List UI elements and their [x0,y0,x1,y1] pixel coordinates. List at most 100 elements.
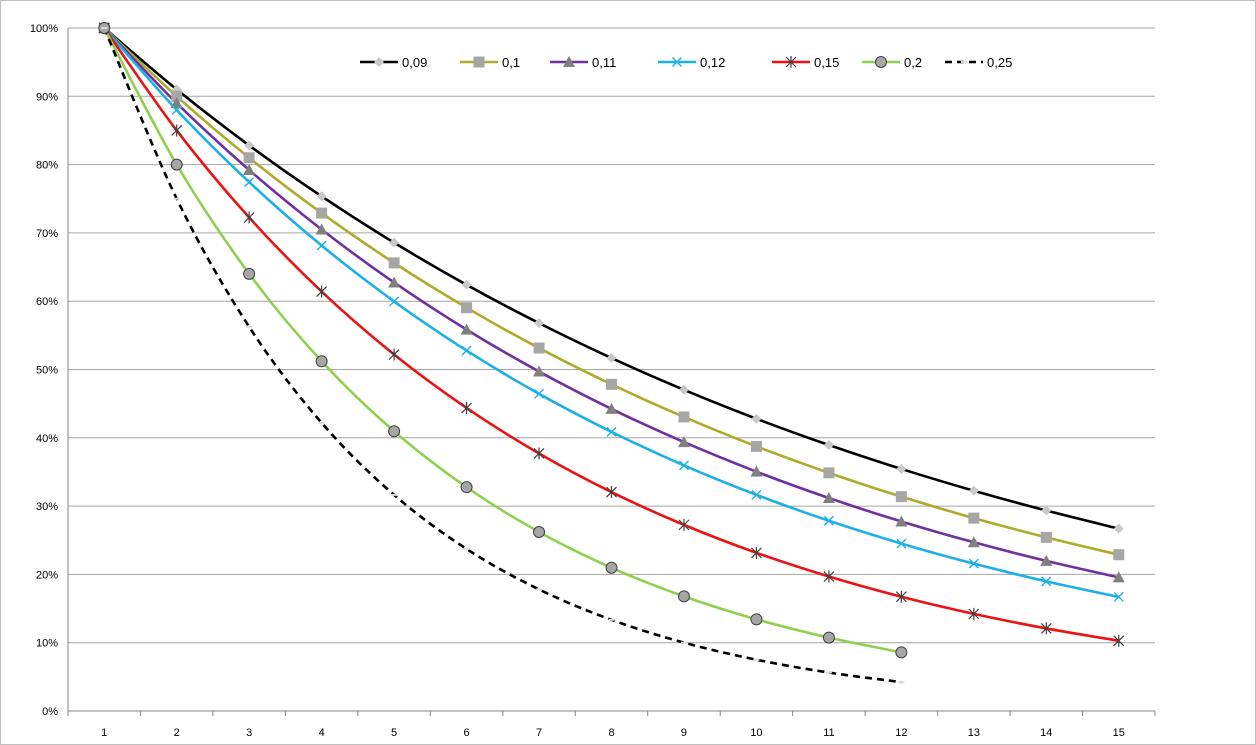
legend-marker [672,57,682,67]
data-point [1041,505,1052,516]
data-point [243,152,255,164]
x-tick-label: 3 [246,727,252,739]
series-line-0-09 [103,27,1120,530]
data-point [460,481,473,494]
data-point [606,486,617,499]
data-point [678,384,689,395]
data-point [315,223,328,235]
data-point [1041,576,1052,587]
data-point [533,447,545,460]
legend-label: 0,09 [402,55,427,70]
legend-marker [785,56,797,68]
data-point [677,590,690,603]
legend-label: 0,11 [592,55,616,70]
data-point [244,140,255,151]
data-point [606,426,617,437]
y-tick-label: 70% [36,228,58,240]
series-line-0-25 [103,27,902,684]
data-point [606,353,617,364]
data-point [823,467,835,479]
x-tick-label: 2 [174,727,180,739]
data-point [750,440,762,452]
data-point [896,463,907,474]
data-point [895,491,907,503]
x-tick-label: 8 [608,727,614,739]
data-point [460,323,473,335]
data-point [316,191,327,202]
data-point [605,402,618,414]
data-point [822,492,835,504]
x-tick-label: 15 [1113,727,1125,739]
data-point [1113,634,1125,647]
data-point [968,607,980,620]
data-point [1040,531,1052,543]
y-tick-label: 10% [36,638,58,650]
data-point [388,276,401,288]
legend-label: 0,15 [814,55,839,70]
data-point [823,570,835,583]
data-point [823,440,834,451]
data-point [315,355,328,368]
legend-label: 0,25 [987,55,1012,70]
data-point [968,485,979,496]
data-point [896,538,907,549]
data-point [243,211,255,224]
legend-marker [473,56,485,68]
y-tick-label: 90% [36,91,58,103]
series-line-0-12 [103,27,1120,599]
data-point [751,489,762,500]
data-point [678,411,690,423]
legend-marker [563,56,575,67]
data-point [388,425,401,438]
data-point [1113,591,1124,602]
data-point [461,345,472,356]
data-point [316,207,328,219]
y-tick-label: 20% [36,569,58,581]
x-tick-label: 5 [391,727,397,739]
data-point [895,590,907,603]
y-tick-label: 80% [36,160,58,172]
legend-label: 0,1 [502,55,520,70]
series-line-0-11 [103,27,1120,579]
x-tick-label: 4 [319,727,325,739]
data-point [895,646,908,659]
x-tick-label: 7 [536,727,542,739]
data-point [968,558,979,569]
data-point [895,515,908,527]
data-point [822,631,835,644]
y-tick-label: 50% [36,365,58,377]
data-point [461,279,472,290]
data-point [533,365,546,377]
data-point [1112,571,1125,583]
data-point [534,318,545,329]
data-point [170,158,183,171]
data-point [388,348,400,361]
y-tick-label: 0% [42,706,58,718]
series-line-0-1 [103,27,1120,556]
x-tick-label: 11 [823,727,834,739]
data-point [171,104,182,115]
data-point [244,177,255,188]
data-point [388,257,400,269]
data-point [389,237,400,248]
legend-marker [374,57,384,67]
data-point [243,267,256,280]
data-point [461,302,473,314]
data-point [750,465,763,477]
data-point [171,90,183,102]
legend-marker [875,56,887,68]
data-point [533,525,546,538]
data-point [606,378,617,390]
x-tick-label: 1 [101,727,107,739]
data-point [533,342,545,354]
legend-label: 0,12 [700,55,725,70]
data-point [1113,549,1125,561]
data-point [677,436,690,448]
data-point [1113,523,1124,534]
data-point [678,460,689,471]
x-tick-label: 14 [1040,727,1052,739]
data-point [171,124,183,137]
data-point [750,613,763,626]
data-point [316,240,327,251]
